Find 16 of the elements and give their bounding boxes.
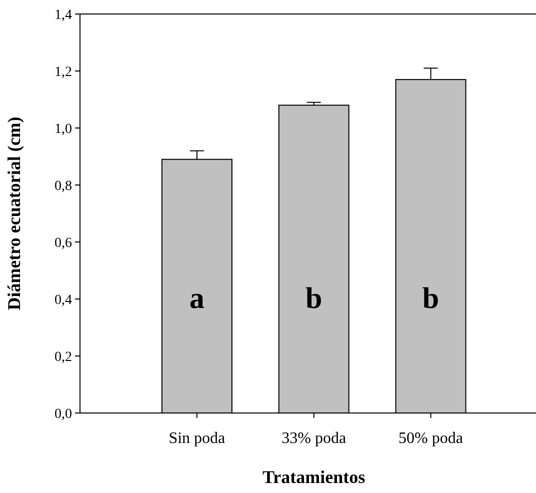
x-tick-label: 50% poda <box>398 430 463 447</box>
y-tick-label: 1,4 <box>54 8 72 23</box>
x-tick-label: 33% poda <box>282 430 346 447</box>
y-tick-label: 0,2 <box>54 350 72 365</box>
x-tick-label: Sin poda <box>168 430 226 447</box>
annotation: b <box>306 282 322 315</box>
y-tick-label: 0,4 <box>54 292 72 308</box>
y-axis-title: Diámetro ecuatorial (cm) <box>4 116 24 310</box>
annotation: b <box>422 282 440 315</box>
y-tick-label: 0,8 <box>54 178 72 194</box>
y-tick-label: 1,2 <box>54 64 72 80</box>
y-tick-label: 1,0 <box>54 122 72 137</box>
x-axis-title: Tratamientos <box>262 467 366 487</box>
annotation: a <box>189 282 204 315</box>
y-tick-label: 0,0 <box>54 406 72 422</box>
y-tick-label: 0,6 <box>54 236 72 251</box>
